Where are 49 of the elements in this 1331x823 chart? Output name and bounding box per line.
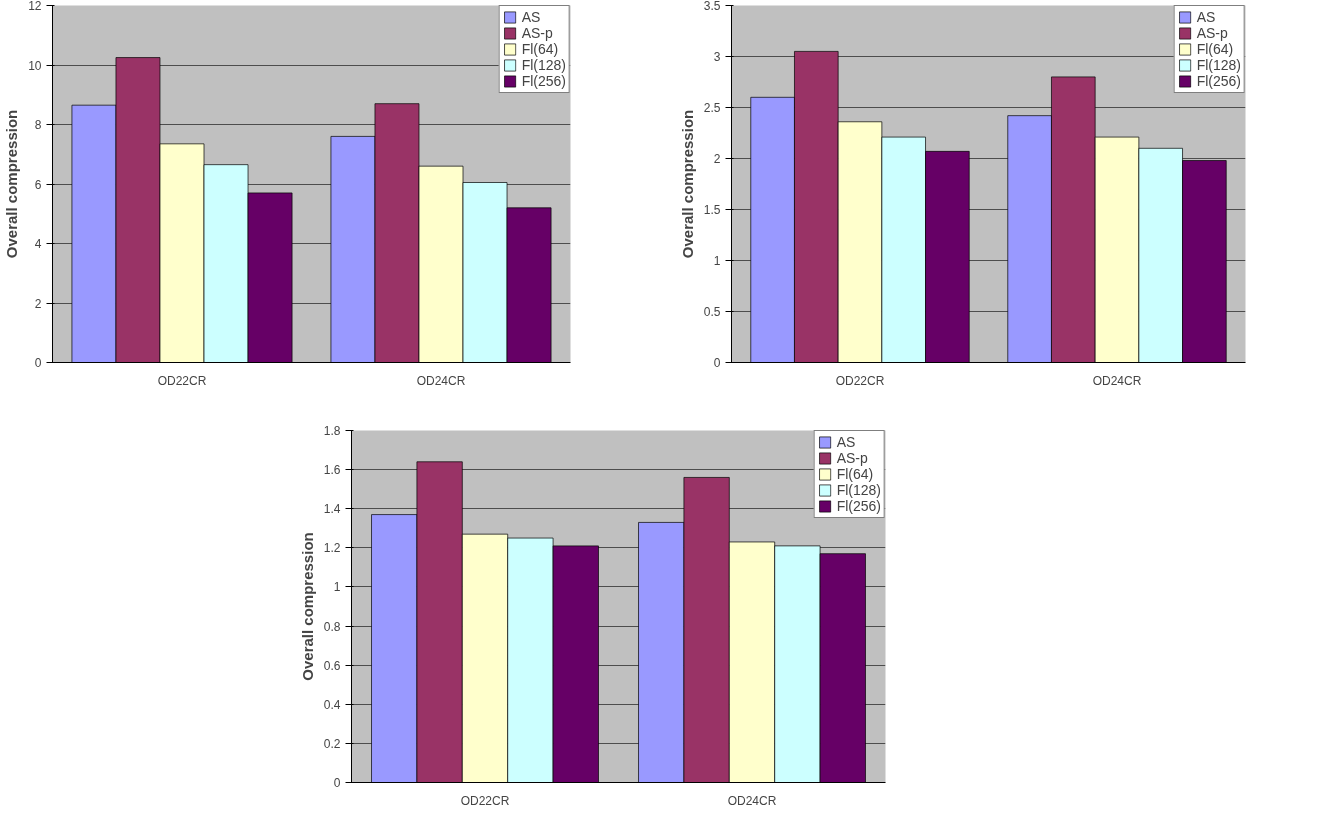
x-tick-label: OD22CR — [460, 793, 510, 808]
x-tick-label: OD24CR — [1092, 373, 1142, 388]
x-tick-label: OD24CR — [727, 793, 777, 808]
y-tick-label: 2 — [713, 152, 721, 166]
y-tick-label: 0 — [713, 356, 721, 370]
legend-label: Fl(256) — [1196, 73, 1241, 89]
y-tick-label: 4 — [34, 237, 42, 251]
y-tick-label: 1.8 — [323, 424, 341, 438]
y-tick-label: 0 — [34, 356, 42, 370]
legend-label: AS — [836, 434, 857, 450]
y-tick-label: 2 — [34, 296, 42, 311]
legend-label: Fl(256) — [521, 73, 566, 89]
legend-label: Fl(128) — [1196, 57, 1241, 73]
legend-label: AS-p — [521, 25, 553, 41]
x-tick-label: OD22CR — [157, 373, 207, 388]
legend-label: Fl(128) — [521, 57, 566, 73]
y-tick-label: 1 — [713, 254, 721, 268]
legend-label: AS — [1196, 9, 1217, 25]
y-tick-label: 0.4 — [323, 697, 341, 712]
y-tick-label: 0.5 — [703, 305, 721, 319]
y-tick-label: 10 — [28, 58, 42, 73]
y-axis-title: Overall compression — [3, 109, 21, 259]
legend-label: AS-p — [836, 450, 868, 466]
y-tick-label: 8 — [34, 118, 42, 132]
legend-label: Fl(64) — [836, 466, 874, 482]
y-tick-label: 3.5 — [703, 0, 721, 13]
y-axis-title: Overall compression — [298, 532, 316, 681]
y-tick-label: 0.8 — [323, 619, 341, 634]
y-tick-label: 1.2 — [323, 541, 341, 556]
legend-label: Fl(256) — [836, 498, 881, 514]
legend-label: Fl(64) — [521, 41, 559, 57]
y-tick-label: 0.2 — [323, 736, 341, 751]
y-tick-label: 6 — [34, 177, 42, 192]
x-tick-label: OD24CR — [416, 373, 466, 388]
y-tick-label: 1 — [333, 580, 341, 595]
legend-label: AS — [521, 9, 542, 25]
y-tick-label: 1.4 — [323, 502, 341, 517]
y-axis-title: Overall compression — [678, 109, 696, 259]
y-tick-label: 1.6 — [323, 463, 341, 478]
legend-label: Fl(64) — [1196, 41, 1234, 57]
y-tick-label: 2.5 — [703, 101, 721, 115]
y-tick-label: 0 — [333, 776, 341, 790]
y-tick-label: 1.5 — [703, 203, 721, 217]
legend-label: AS-p — [1196, 25, 1228, 41]
legend-label: Fl(128) — [836, 482, 881, 498]
y-tick-label: 3 — [713, 50, 721, 64]
y-tick-label: 0.6 — [323, 658, 341, 673]
y-tick-label: 12 — [28, 0, 42, 13]
x-tick-label: OD22CR — [835, 373, 885, 388]
